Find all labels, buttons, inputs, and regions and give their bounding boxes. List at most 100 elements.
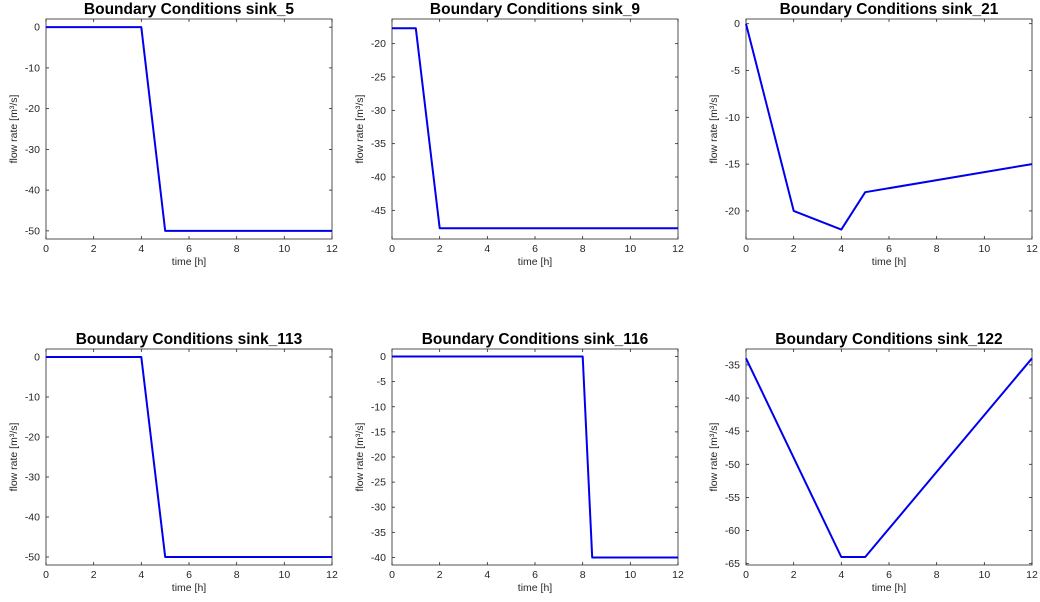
x-tick-label: 0 xyxy=(43,243,49,255)
subplot-1: Boundary Conditions sink_5 0 2 4 6 8 10 12 0 -10 -… xyxy=(8,1,338,268)
y-tick-label: 0 xyxy=(34,352,40,364)
y-tick-label: -30 xyxy=(25,472,40,484)
axes-frame xyxy=(745,18,1033,240)
y-tick-label: -5 xyxy=(377,376,386,388)
chart-title: Boundary Conditions sink_5 xyxy=(84,1,295,18)
y-tick-label: -50 xyxy=(25,552,40,564)
x-tick-label: 12 xyxy=(1026,243,1038,255)
x-tick-label: 8 xyxy=(580,569,586,581)
chart-title: Boundary Conditions sink_122 xyxy=(775,331,1002,348)
y-tick-label: -20 xyxy=(371,38,386,50)
y-tick-label: -30 xyxy=(371,502,386,514)
x-axis-label: time [h] xyxy=(872,582,907,594)
axes-frame xyxy=(45,18,333,240)
y-tick-label: -45 xyxy=(725,426,740,438)
y-tick-label: -10 xyxy=(725,112,740,124)
y-tick-label: -10 xyxy=(25,392,40,404)
x-tick-label: 8 xyxy=(234,569,240,581)
y-tick-label: -30 xyxy=(25,144,40,156)
x-tick-label: 2 xyxy=(791,569,797,581)
x-tick-label: 4 xyxy=(838,243,844,255)
y-tick-label: -55 xyxy=(725,492,740,504)
x-tick-label: 12 xyxy=(672,569,684,581)
subplot-6: Boundary Conditions sink_122 0 2 4 6 8 10 12 -35… xyxy=(708,331,1038,594)
y-axis-label: flow rate [m³/s] xyxy=(354,423,366,492)
subplot-2: Boundary Conditions sink_9 0 2 4 6 8 10 12 -20 -2… xyxy=(354,1,684,268)
x-tick-label: 8 xyxy=(580,243,586,255)
x-tick-label: 10 xyxy=(978,569,990,581)
y-tick-label: -35 xyxy=(725,359,740,371)
x-tick-label: 2 xyxy=(91,243,97,255)
subplot-3: Boundary Conditions sink_21 0 2 4 6 8 10 12 0 -5 -… xyxy=(708,1,1038,268)
x-tick-label: 2 xyxy=(437,243,443,255)
x-tick-label: 6 xyxy=(186,569,192,581)
x-tick-label: 8 xyxy=(934,243,940,255)
x-tick-label: 12 xyxy=(326,243,338,255)
x-tick-label: 8 xyxy=(934,569,940,581)
y-axis-label: flow rate [m³/s] xyxy=(8,423,20,492)
y-axis-label: flow rate [m³/s] xyxy=(708,95,720,164)
axes-frame xyxy=(391,18,679,240)
x-axis-label: time [h] xyxy=(172,582,207,594)
axes-frame xyxy=(45,348,333,566)
x-tick-label: 12 xyxy=(1026,569,1038,581)
y-tick-label: -45 xyxy=(371,205,386,217)
y-tick-label: -30 xyxy=(371,105,386,117)
x-tick-label: 2 xyxy=(437,569,443,581)
y-tick-label: 0 xyxy=(734,18,740,30)
x-tick-label: 10 xyxy=(278,569,290,581)
y-tick-label: -10 xyxy=(25,62,40,74)
x-tick-label: 4 xyxy=(138,569,144,581)
x-tick-label: 6 xyxy=(886,569,892,581)
y-tick-label: -20 xyxy=(25,103,40,115)
y-tick-label: -15 xyxy=(371,426,386,438)
y-tick-label: -50 xyxy=(725,459,740,471)
x-tick-label: 4 xyxy=(484,569,490,581)
x-tick-label: 0 xyxy=(43,569,49,581)
x-tick-label: 8 xyxy=(234,243,240,255)
y-tick-label: -35 xyxy=(371,527,386,539)
y-tick-label: -60 xyxy=(725,525,740,537)
x-tick-label: 6 xyxy=(186,243,192,255)
axes-frame xyxy=(745,348,1033,566)
y-axis-label: flow rate [m³/s] xyxy=(354,95,366,164)
series-line-1 xyxy=(745,357,1033,558)
x-tick-label: 10 xyxy=(978,243,990,255)
y-tick-label: -10 xyxy=(371,401,386,413)
x-tick-label: 0 xyxy=(743,569,749,581)
chart-title: Boundary Conditions sink_9 xyxy=(430,1,641,18)
chart-title: Boundary Conditions sink_21 xyxy=(780,1,999,18)
y-tick-label: -50 xyxy=(25,225,40,237)
y-tick-label: 0 xyxy=(34,22,40,34)
x-tick-label: 4 xyxy=(484,243,490,255)
x-tick-label: 2 xyxy=(91,569,97,581)
x-tick-label: 10 xyxy=(624,569,636,581)
subplot-4: Boundary Conditions sink_113 0 2 4 6 8 10 12 0 -1… xyxy=(8,331,338,594)
y-tick-label: -25 xyxy=(371,72,386,84)
x-tick-label: 6 xyxy=(532,569,538,581)
y-tick-label: -20 xyxy=(725,205,740,217)
y-tick-label: -40 xyxy=(725,393,740,405)
x-axis-label: time [h] xyxy=(172,256,207,268)
chart-title: Boundary Conditions sink_116 xyxy=(422,331,649,348)
y-tick-label: -40 xyxy=(25,185,40,197)
axes-frame xyxy=(391,348,679,566)
series-line-1 xyxy=(392,355,678,559)
x-tick-label: 4 xyxy=(838,569,844,581)
chart-title: Boundary Conditions sink_113 xyxy=(76,331,303,348)
y-tick-label: -5 xyxy=(731,65,740,77)
y-tick-label: -20 xyxy=(371,452,386,464)
x-tick-label: 0 xyxy=(389,569,395,581)
y-tick-label: -40 xyxy=(371,552,386,564)
x-tick-label: 2 xyxy=(791,243,797,255)
y-axis-label: flow rate [m³/s] xyxy=(708,423,720,492)
x-tick-label: 0 xyxy=(389,243,395,255)
x-tick-label: 6 xyxy=(532,243,538,255)
x-axis-label: time [h] xyxy=(872,256,907,268)
y-tick-label: 0 xyxy=(380,351,386,363)
y-axis-label: flow rate [m³/s] xyxy=(8,95,20,164)
x-tick-label: 6 xyxy=(886,243,892,255)
x-axis-label: time [h] xyxy=(518,582,553,594)
y-tick-label: -40 xyxy=(25,512,40,524)
